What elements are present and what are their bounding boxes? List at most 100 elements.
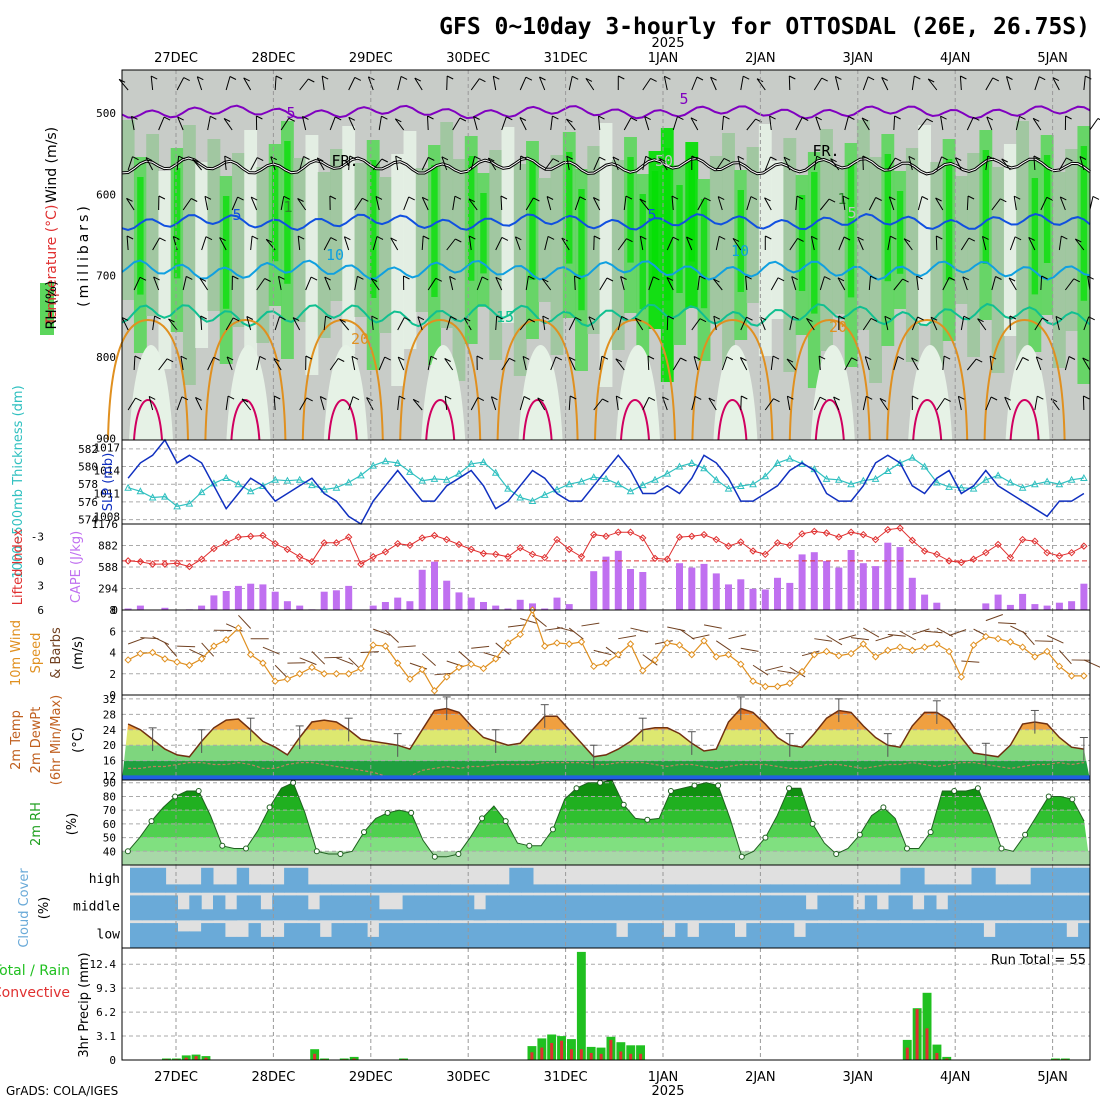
cloud-cell (805, 923, 818, 948)
cloud-cell (675, 923, 688, 948)
cloud-cell (663, 936, 676, 948)
wind-barb (537, 397, 546, 411)
wind-barb (492, 76, 497, 91)
wind-barb-flag (616, 395, 623, 400)
wind-barb (127, 156, 133, 171)
wind-barb-flag (935, 197, 942, 202)
wind-barb (278, 276, 282, 291)
wind-speed-marker (430, 687, 439, 695)
wind-barb-flag (806, 317, 813, 322)
contour-label: 5 (647, 206, 656, 224)
surface-wind-barb (691, 634, 710, 640)
rh-shade-core (1043, 155, 1051, 263)
cape-tick-label: 294 (98, 583, 118, 596)
wind-barb-flag (870, 275, 877, 280)
wind-barb (568, 317, 576, 331)
wind-barb-flag (1028, 236, 1035, 241)
wind-barb-flag (1009, 315, 1017, 320)
wind-barb (297, 236, 301, 251)
cloud-cell (485, 895, 498, 921)
thickness-marker (565, 480, 574, 488)
surface-wind-barb (397, 645, 416, 648)
rh-marker (479, 815, 485, 822)
rh-shade-band (550, 155, 564, 355)
wind-barb-flag (246, 316, 254, 320)
lifted-index-marker (271, 539, 279, 548)
wind-speed-marker (1080, 672, 1088, 680)
wind-barb-flag (306, 397, 313, 402)
wind-barb-flag (726, 356, 734, 361)
wind-barb (145, 157, 154, 171)
wind-barb (452, 117, 461, 131)
wind-barb (666, 277, 674, 291)
wind-barb-flag (914, 75, 921, 80)
wind-speed-marker (651, 656, 659, 664)
rh-marker (974, 785, 981, 792)
cloud-cell (177, 931, 190, 948)
wind-speed-marker (957, 673, 966, 681)
rh-shade-band (611, 160, 625, 350)
lifted-index-marker (124, 557, 132, 565)
cloud-cell (521, 895, 534, 921)
ylabel-3hr-precip: 3hr Precip (mm) (77, 952, 92, 1057)
wind-barb (397, 356, 405, 371)
wind-barb (158, 358, 168, 371)
wind-barb (769, 116, 772, 131)
thickness-marker (945, 482, 953, 490)
wind-barb-flag (612, 156, 620, 161)
wind-barb (226, 356, 233, 371)
wind-barb-flag (644, 116, 651, 121)
grads-credit: GrADS: COLA/IGES (6, 1084, 118, 1098)
surface-wind-barb (948, 629, 967, 636)
wind-barb (818, 356, 821, 371)
wind-barb-flag (397, 356, 405, 361)
cloud-cell (497, 923, 510, 948)
wind-barb (195, 397, 203, 411)
wind-barb-flag (273, 357, 280, 362)
wind-barb-flag (542, 278, 549, 283)
cloud-cell (829, 895, 842, 921)
rh-shade-core (627, 157, 634, 263)
cloud-cell (924, 895, 937, 921)
upper-ylabels: Wind (m/s) Temperature (°C) RH (%) (mill… (44, 127, 92, 330)
wind-barb-flag (1075, 238, 1082, 243)
cloud-cell (841, 923, 854, 948)
wind-barb (299, 78, 309, 91)
surface-wind-barb (385, 629, 399, 643)
rh-dry-patch (129, 345, 173, 440)
cloud-cell (272, 936, 285, 948)
precip-tick-label: 6.2 (96, 1006, 116, 1019)
wind-barb-flag (523, 396, 531, 400)
lifted-index-marker (724, 542, 733, 550)
wind-barb-flag (917, 316, 924, 321)
cloud-cell (260, 909, 273, 921)
cloud-cell (758, 884, 771, 893)
cloud-cell (983, 895, 996, 921)
wind-barb-flag (450, 316, 457, 320)
cape-bar (823, 561, 831, 610)
cloud-cell (1030, 867, 1044, 893)
rh-tick-label: 80 (103, 790, 116, 803)
thickness-marker (871, 474, 880, 482)
thickness-marker (920, 462, 929, 470)
wind-barb (421, 235, 424, 251)
cloud-cell (130, 923, 143, 948)
cloud-cell (698, 923, 712, 948)
wind-speed-marker (810, 650, 819, 659)
wind-barb (421, 197, 429, 211)
cape-bar (700, 563, 708, 610)
wind-barb (568, 76, 573, 91)
wind-barb (1001, 158, 1011, 171)
cloud-cell (947, 923, 961, 948)
wind-speed-marker (994, 634, 1002, 643)
precip-convective-bar (352, 1058, 356, 1060)
cape-bar (234, 585, 242, 610)
lifted-index-marker (688, 532, 696, 540)
date-label-bottom: 4JAN (940, 1070, 971, 1085)
wind-speed-marker (504, 639, 512, 647)
cloud-cell (888, 884, 901, 893)
cloud-cell (781, 923, 795, 948)
cloud-cell (900, 895, 913, 921)
wind-barb (176, 396, 183, 411)
wind-barb-flag (422, 235, 430, 240)
